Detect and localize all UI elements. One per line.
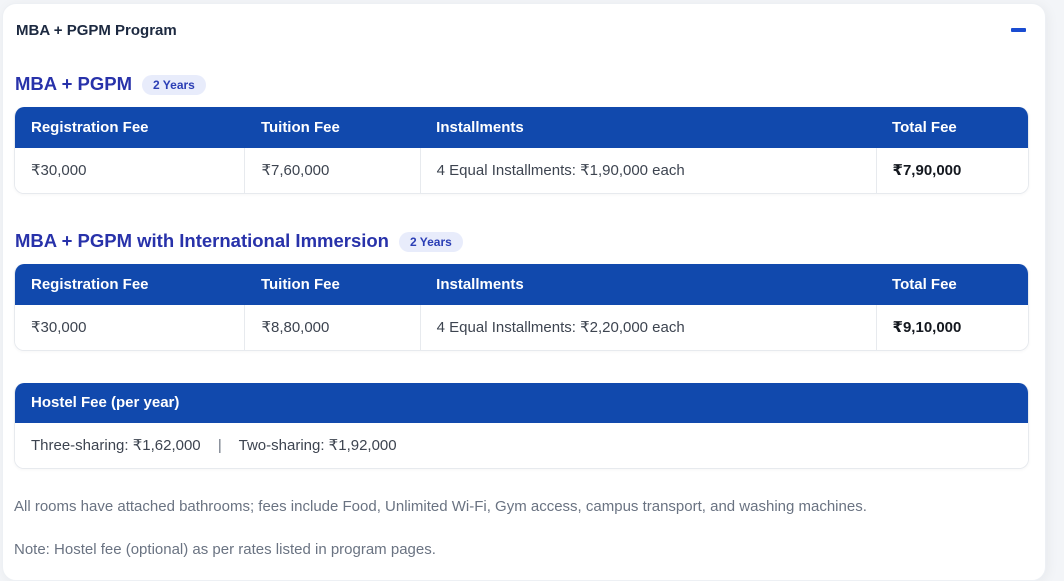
table-cell-tuition-fee: ₹8,80,000 bbox=[244, 305, 421, 350]
table-header-cell: Tuition Fee bbox=[244, 264, 421, 305]
table-cell-total-fee: ₹9,10,000 bbox=[875, 305, 1028, 350]
section-heading-mba-pgpm: MBA + PGPM 2 Years bbox=[14, 73, 1029, 95]
collapse-minus-icon[interactable] bbox=[1011, 28, 1026, 32]
rooms-note: All rooms have attached bathrooms; fees … bbox=[14, 498, 867, 515]
section-title: MBA + PGPM bbox=[15, 73, 133, 94]
hostel-two-sharing: Two-sharing: ₹1,92,000 bbox=[238, 437, 397, 454]
hostel-fee-values: Three-sharing: ₹1,62,000 | Two-sharing: … bbox=[15, 423, 1028, 468]
table-cell-installments: 4 Equal Installments: ₹1,90,000 each bbox=[419, 148, 877, 193]
duration-badge: 2 Years bbox=[398, 232, 463, 252]
table-header-cell: Installments bbox=[420, 107, 877, 148]
table-cell-tuition-fee: ₹7,60,000 bbox=[244, 148, 421, 193]
table-cell-total-fee: ₹7,90,000 bbox=[875, 148, 1028, 193]
fee-table-mba-pgpm-international: Registration Fee Tuition Fee Installment… bbox=[14, 264, 1029, 351]
section-title: MBA + PGPM with International Immersion bbox=[15, 230, 389, 251]
hostel-fee-header: Hostel Fee (per year) bbox=[15, 383, 1028, 423]
table-header-cell: Registration Fee bbox=[15, 264, 245, 305]
hostel-fee-panel: Hostel Fee (per year) Three-sharing: ₹1,… bbox=[14, 383, 1029, 469]
table-cell-installments: 4 Equal Installments: ₹2,20,000 each bbox=[419, 305, 877, 350]
table-header-row: Registration Fee Tuition Fee Installment… bbox=[15, 107, 1028, 148]
pipe-separator: | bbox=[217, 437, 222, 454]
table-header-cell: Total Fee bbox=[876, 264, 1028, 305]
duration-badge: 2 Years bbox=[142, 75, 206, 95]
table-cell-registration-fee: ₹30,000 bbox=[15, 148, 245, 193]
accordion-title: MBA + PGPM Program bbox=[16, 21, 177, 39]
table-cell-registration-fee: ₹30,000 bbox=[15, 305, 245, 350]
section-heading-mba-pgpm-international: MBA + PGPM with International Immersion … bbox=[14, 230, 1029, 252]
table-header-cell: Installments bbox=[420, 264, 877, 305]
table-row: ₹30,000 ₹8,80,000 4 Equal Installments: … bbox=[15, 305, 1028, 350]
fee-table-mba-pgpm: Registration Fee Tuition Fee Installment… bbox=[14, 107, 1029, 194]
table-header-cell: Total Fee bbox=[876, 107, 1028, 148]
accordion-header-mba-pgpm-program[interactable]: MBA + PGPM Program bbox=[14, 4, 1029, 56]
table-header-row: Registration Fee Tuition Fee Installment… bbox=[15, 264, 1028, 305]
hostel-three-sharing: Three-sharing: ₹1,62,000 bbox=[31, 437, 201, 454]
table-header-cell: Registration Fee bbox=[15, 107, 245, 148]
table-header-cell: Tuition Fee bbox=[244, 107, 421, 148]
fees-card: MBA + PGPM Program MBA + PGPM 2 Years Re… bbox=[2, 3, 1046, 581]
table-row: ₹30,000 ₹7,60,000 4 Equal Installments: … bbox=[15, 148, 1028, 193]
hostel-optional-note: Note: Hostel fee (optional) as per rates… bbox=[14, 541, 436, 558]
